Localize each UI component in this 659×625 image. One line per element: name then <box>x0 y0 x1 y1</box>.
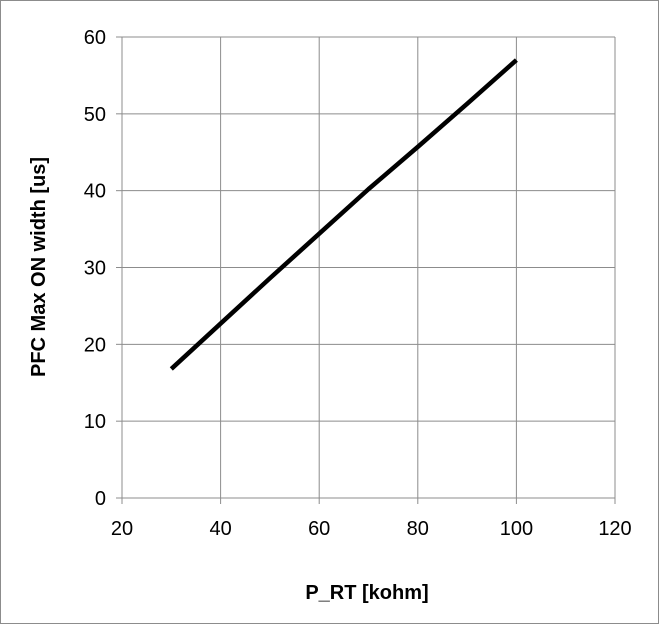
y-tick-labels: 0 10 20 30 40 50 60 <box>84 27 106 510</box>
gridlines <box>122 37 615 498</box>
x-tick-label: 100 <box>500 518 533 540</box>
y-tick-label: 60 <box>84 27 106 49</box>
y-axis-title: PFC Max ON width [us] <box>28 157 50 377</box>
series-line <box>171 60 516 369</box>
axes <box>116 37 615 504</box>
x-tick-label: 40 <box>209 518 231 540</box>
y-tick-label: 40 <box>84 181 106 203</box>
x-tick-label: 120 <box>598 518 631 540</box>
x-axis-title: P_RT [kohm] <box>305 582 428 604</box>
x-tick-label: 20 <box>111 518 133 540</box>
x-tick-labels: 20 40 60 80 100 120 <box>111 518 632 540</box>
y-tick-label: 50 <box>84 104 106 126</box>
x-tick-label: 60 <box>308 518 330 540</box>
y-tick-label: 30 <box>84 258 106 280</box>
y-tick-label: 20 <box>84 334 106 356</box>
y-tick-label: 0 <box>95 488 106 510</box>
y-tick-label: 10 <box>84 411 106 433</box>
x-tick-label: 80 <box>407 518 429 540</box>
series-layer <box>171 60 516 369</box>
